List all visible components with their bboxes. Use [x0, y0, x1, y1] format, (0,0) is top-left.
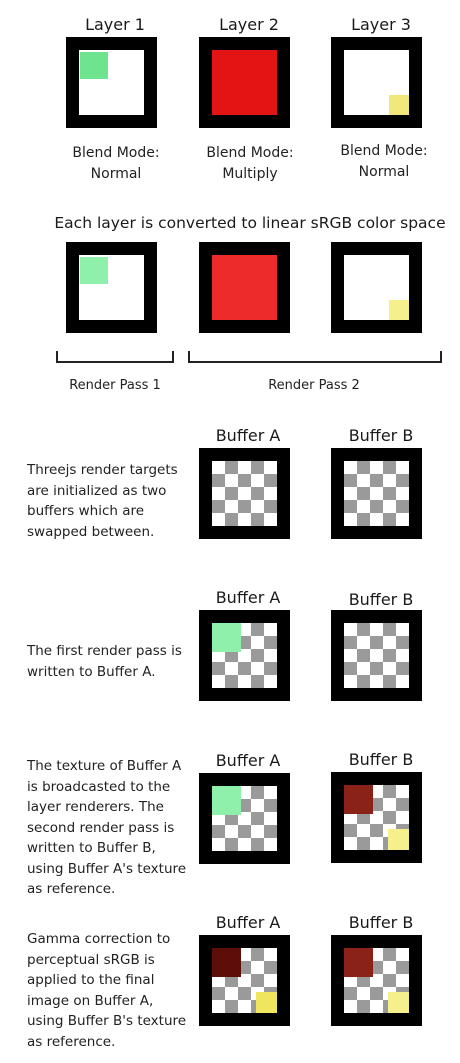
step-4-buffer-b-title: Buffer B — [348, 913, 414, 932]
render-pass-2-label: Render Pass 2 — [268, 378, 360, 393]
layer-2-red-fill — [212, 50, 277, 115]
step-1-buffer-b-title: Buffer B — [348, 426, 414, 445]
layer-1-blend-label: Blend Mode: Normal — [72, 145, 160, 182]
linear-layer-3-frame — [331, 242, 422, 333]
layer-3-frame — [331, 37, 422, 128]
layer-1-frame — [66, 37, 157, 128]
step-2-buffer-a-frame — [199, 610, 290, 701]
step-4-buffer-a-yellow-square — [256, 992, 277, 1013]
step-3-buffer-b-frame — [331, 772, 422, 863]
step-4-buffer-a-dark-red-square — [212, 948, 241, 977]
step-2-buffer-a-green-square — [212, 623, 241, 652]
linear-layer-1-green-square — [80, 257, 108, 284]
layer-1-title: Layer 1 — [85, 15, 145, 34]
step-2-buffer-a-title: Buffer A — [215, 588, 281, 607]
step-3-buffer-b-yellow-square — [388, 829, 409, 850]
step-1-buffer-a-transparent — [212, 461, 277, 526]
step-3-buffer-b-dark-red-square — [344, 785, 373, 814]
layer-2-blend-label: Blend Mode: Multiply — [206, 145, 294, 182]
step-3-buffer-a-frame — [199, 773, 290, 864]
step-1-description: Threejs render targets are initialized as… — [27, 462, 178, 540]
step-4-buffer-a-title: Buffer A — [215, 913, 281, 932]
step-2-buffer-b-title: Buffer B — [348, 590, 414, 609]
step-1-buffer-b-frame — [331, 448, 422, 539]
step-4-buffer-b-yellow-square — [388, 992, 409, 1013]
step-1-buffer-a-title: Buffer A — [215, 426, 281, 445]
layer-3-title: Layer 3 — [351, 15, 411, 34]
step-3-buffer-b-title: Buffer B — [348, 750, 414, 769]
linear-layer-1-frame — [66, 242, 157, 333]
linear-layer-2-frame — [199, 242, 290, 333]
render-pass-1-label: Render Pass 1 — [69, 378, 161, 393]
layer-3-blend-label: Blend Mode: Normal — [340, 143, 428, 180]
step-1-buffer-b-transparent — [344, 461, 409, 526]
layer-3-yellow-square — [389, 95, 409, 115]
render-pass-2-bracket — [188, 351, 442, 363]
layer-1-green-square — [80, 52, 108, 79]
step-4-buffer-b-frame — [331, 935, 422, 1026]
step-1-buffer-a-frame — [199, 448, 290, 539]
step-3-buffer-a-title: Buffer A — [215, 751, 281, 770]
render-pass-1-bracket — [56, 351, 174, 363]
layer-2-title: Layer 2 — [219, 15, 279, 34]
linear-layer-3-yellow-square — [389, 300, 409, 320]
layer-2-frame — [199, 37, 290, 128]
step-3-buffer-a-green-square — [212, 786, 241, 815]
step-2-buffer-b-frame — [331, 610, 422, 701]
linear-srgb-heading: Each layer is converted to linear sRGB c… — [54, 214, 446, 232]
step-4-buffer-b-dark-red-square — [344, 948, 373, 977]
step-4-buffer-a-frame — [199, 935, 290, 1026]
step-2-description: The first render pass is written to Buffe… — [27, 643, 182, 680]
step-2-buffer-b-transparent — [344, 623, 409, 688]
linear-layer-2-red-fill — [212, 255, 277, 320]
step-4-description: Gamma correction to perceptual sRGB is app… — [27, 931, 187, 1050]
